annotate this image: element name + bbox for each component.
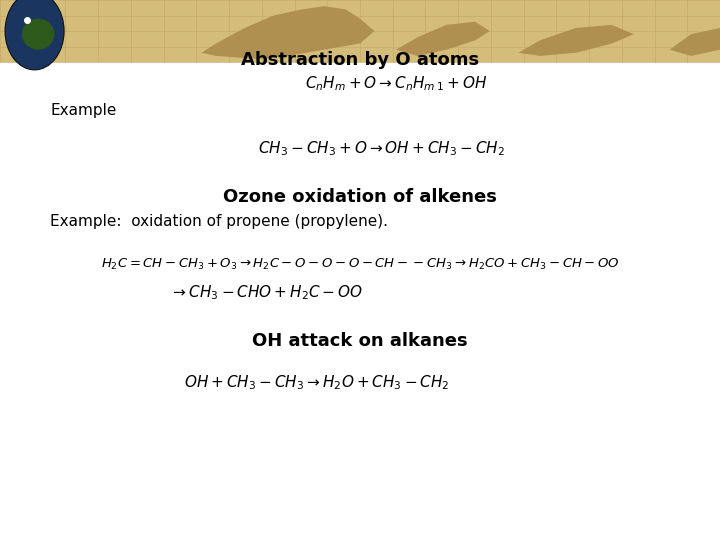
Ellipse shape — [22, 18, 55, 50]
Ellipse shape — [5, 0, 64, 70]
Polygon shape — [518, 25, 634, 56]
Text: $C_nH_m + O \rightarrow C_nH_{m\,1} + OH$: $C_nH_m + O \rightarrow C_nH_{m\,1} + OH… — [305, 75, 487, 93]
Text: $H_2C = CH - CH_3 + O_3 \rightarrow H_2C - O - O - O - CH - -CH_3 \rightarrow H_: $H_2C = CH - CH_3 + O_3 \rightarrow H_2C… — [101, 257, 619, 272]
Polygon shape — [202, 6, 374, 59]
Text: OH attack on alkanes: OH attack on alkanes — [252, 332, 468, 350]
Text: Abstraction by O atoms: Abstraction by O atoms — [241, 51, 479, 70]
Text: $OH + CH_3 - CH_3 \rightarrow H_2O + CH_3 - CH_2$: $OH + CH_3 - CH_3 \rightarrow H_2O + CH_… — [184, 373, 449, 392]
Polygon shape — [670, 28, 720, 56]
Text: Example:  oxidation of propene (propylene).: Example: oxidation of propene (propylene… — [50, 214, 388, 229]
Polygon shape — [396, 22, 490, 56]
Bar — [0, 0, 720, 62]
Text: Ozone oxidation of alkenes: Ozone oxidation of alkenes — [223, 188, 497, 206]
Text: $CH_3 - CH_3 + O \rightarrow OH + CH_3 - CH_2$: $CH_3 - CH_3 + O \rightarrow OH + CH_3 -… — [258, 139, 505, 158]
Text: Example: Example — [50, 103, 117, 118]
Text: $\rightarrow CH_3 - CHO + H_2C - OO$: $\rightarrow CH_3 - CHO + H_2C - OO$ — [170, 284, 363, 302]
